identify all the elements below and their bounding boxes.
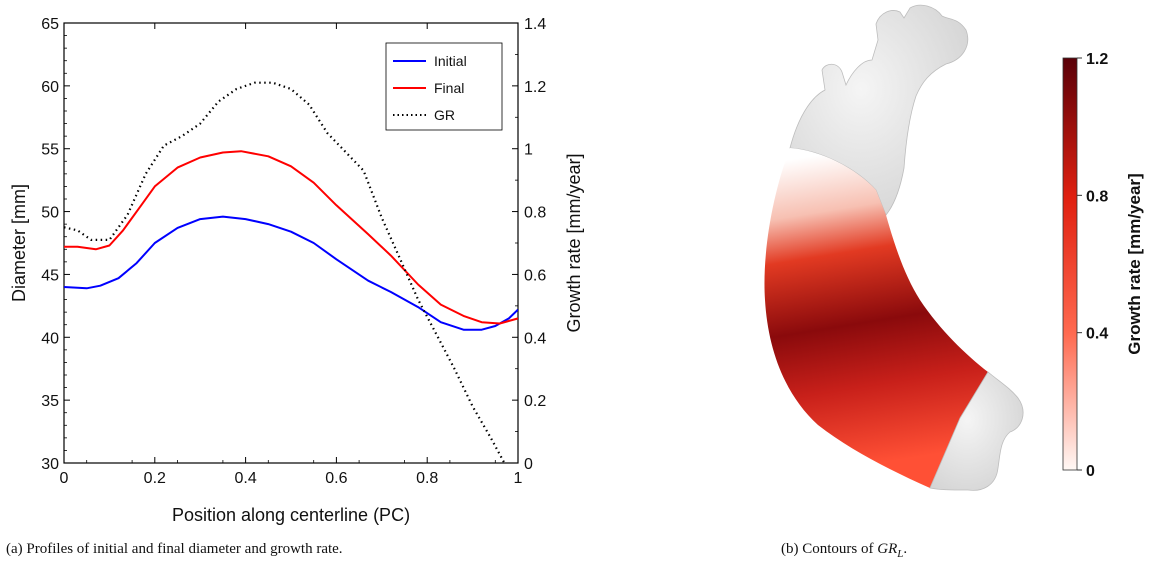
x-tick-label: 0.8 xyxy=(416,470,438,487)
x-tick-label: 1 xyxy=(514,470,523,487)
colorbar: 0 0.4 0.8 1.2 Growth rate [mm/year] xyxy=(1062,51,1144,480)
legend-label-initial: Initial xyxy=(434,53,467,69)
vessel-upper-grey xyxy=(789,4,969,216)
y-tick-label: 40 xyxy=(41,330,59,347)
y-tick-label: 65 xyxy=(41,16,59,33)
y2-tick-label: 1.2 xyxy=(524,79,546,96)
y-tick-label: 50 xyxy=(41,205,59,222)
contour-panel: 0 0.4 0.8 1.2 Growth rate [mm/year] (b) Con… xyxy=(764,4,1144,560)
colorbar-tick-label: 0.4 xyxy=(1086,326,1108,343)
colorbar-tick-label: 0 xyxy=(1086,463,1095,480)
series-line-final xyxy=(64,150,518,325)
x-tick-label: 0.4 xyxy=(234,470,256,487)
vessel-lower-grey xyxy=(929,371,1024,491)
line-chart-panel: 0 0.2 0.4 0.6 0.8 1 30 35 40 45 50 55 60 65 0 0.2 0.4 0.6… xyxy=(6,16,584,557)
caption-b: (b) Contours of GRL. xyxy=(781,541,907,560)
y-tick-label: 30 xyxy=(41,456,59,473)
y2-tick-label: 0.8 xyxy=(524,205,546,222)
y2-tick-label: 0 xyxy=(524,456,533,473)
y2-tick-label: 0.2 xyxy=(524,393,546,410)
colorbar-gradient xyxy=(1062,57,1078,471)
legend: Initial Final GR xyxy=(385,42,503,131)
caption-a: (a) Profiles of initial and final diamet… xyxy=(6,541,343,557)
colorbar-tick-label: 0.8 xyxy=(1086,188,1108,205)
x-tick-label: 0 xyxy=(60,470,69,487)
y-tick-label: 60 xyxy=(41,79,59,96)
aorta-model xyxy=(764,4,1024,491)
series-line-gr xyxy=(64,81,506,463)
y2-tick-label: 0.6 xyxy=(524,267,546,284)
colorbar-ticks: 0 0.4 0.8 1.2 xyxy=(1077,51,1108,480)
series-line-initial xyxy=(64,215,518,331)
x-tick-label: 0.6 xyxy=(325,470,347,487)
y-tick-label: 35 xyxy=(41,393,59,410)
y2-tick-label: 1 xyxy=(524,142,533,159)
series-layer xyxy=(64,81,518,463)
legend-label-final: Final xyxy=(434,80,464,96)
legend-box xyxy=(385,42,503,131)
caption-b-period: . xyxy=(903,541,907,557)
caption-b-subscript: L xyxy=(896,548,903,560)
y2-tick-label: 0.4 xyxy=(524,330,546,347)
colorbar-tick-label: 1.2 xyxy=(1086,51,1108,68)
legend-label-gr: GR xyxy=(434,107,455,123)
y-tick-label: 55 xyxy=(41,142,59,159)
colorbar-label: Growth rate [mm/year] xyxy=(1125,173,1144,354)
x-tick-label: 0.2 xyxy=(144,470,166,487)
caption-b-math: GR xyxy=(877,541,897,557)
y2-tick-label: 1.4 xyxy=(524,16,546,33)
y-tick-label: 45 xyxy=(41,267,59,284)
caption-b-text: (b) Contours of xyxy=(781,541,877,557)
y2-axis-label: Growth rate [mm/year] xyxy=(564,153,584,332)
axes-ticks: 0 0.2 0.4 0.6 0.8 1 30 35 40 45 50 55 60 65 0 0.2 0.4 0.6… xyxy=(41,16,546,487)
growth-rate-contour-band xyxy=(764,148,988,488)
y-axis-label: Diameter [mm] xyxy=(9,184,29,302)
x-axis-label: Position along centerline (PC) xyxy=(172,505,410,525)
